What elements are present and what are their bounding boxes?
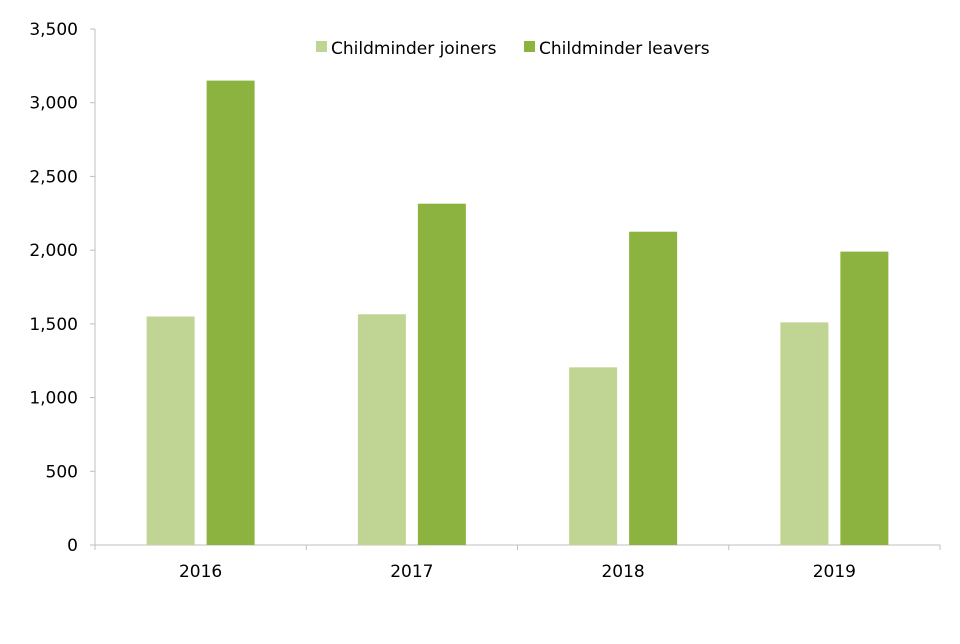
bar-joiners-2016 [146,316,195,545]
bar-leavers-2018 [629,231,678,545]
y-tick-label: 2,500 [29,167,78,187]
y-tick-label: 1,500 [29,315,78,335]
y-tick-label: 1,000 [29,389,78,409]
x-tick-label: 2019 [813,562,856,582]
bar-leavers-2019 [840,251,889,546]
axes-layer: 0 500 1,000 1,500 2,000 2,500 3,000 3,500 2016 20… [29,20,941,582]
y-tick-label: 2,000 [29,241,78,261]
legend-swatch-leavers [524,41,535,52]
y-tick-label: 500 [46,462,78,482]
bars-layer [146,80,889,546]
bar-joiners-2017 [357,314,406,545]
y-tick-label: 3,000 [29,94,78,114]
legend-swatch-joiners [316,41,327,52]
x-tick-label: 2018 [601,562,644,582]
bar-joiners-2018 [569,367,618,545]
x-tick-label: 2016 [179,562,222,582]
x-tick-label: 2017 [390,562,433,582]
y-tick-label: 3,500 [29,20,78,40]
bar-joiners-2019 [780,322,829,545]
legend-label-joiners: Childminder joiners [331,39,497,59]
y-tick-label: 0 [67,536,78,556]
legend-label-leavers: Childminder leavers [539,39,710,59]
legend: Childminder joiners Childminder leavers [316,39,710,59]
bar-leavers-2016 [206,80,255,545]
bar-leavers-2017 [417,203,466,545]
